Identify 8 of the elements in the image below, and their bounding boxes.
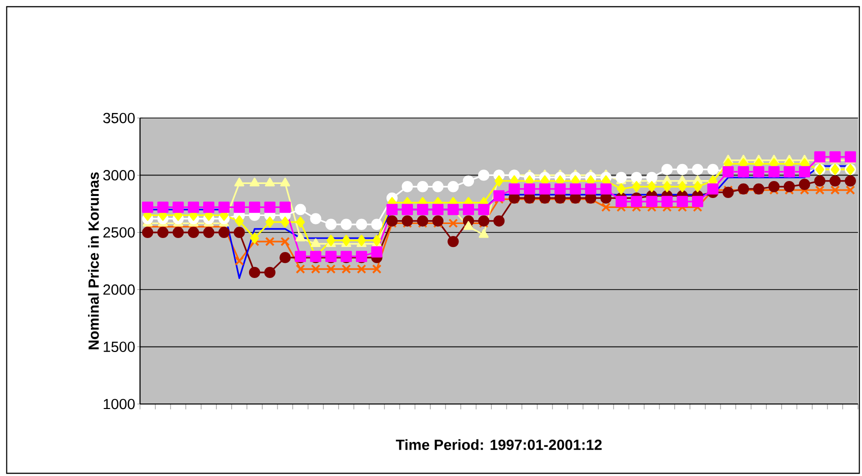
- y-tick-label: 3000: [103, 170, 135, 180]
- y-tick-label: 2500: [103, 227, 135, 238]
- y-tick-label: 1000: [104, 398, 135, 410]
- y-tick-label: 3500: [103, 112, 135, 124]
- y-axis-title: Nominal Price in Korunas: [88, 172, 99, 350]
- y-tick-label: 1500: [104, 342, 135, 352]
- y-tick-label: 2000: [103, 284, 135, 295]
- x-axis-title: Time Period: 1997:01-2001:12: [396, 439, 602, 450]
